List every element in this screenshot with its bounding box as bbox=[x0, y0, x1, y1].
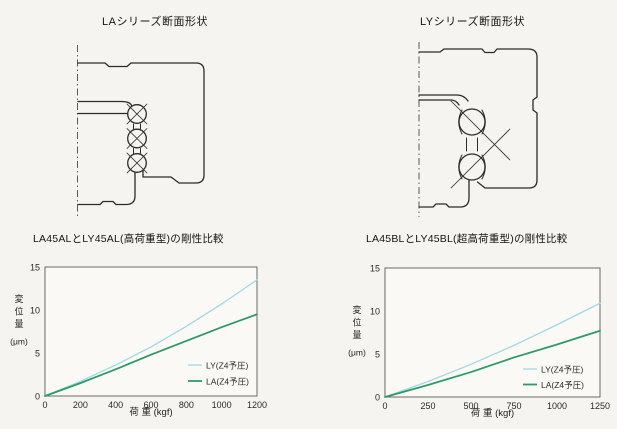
x-axis-title: 荷 重 (kgf) bbox=[471, 407, 514, 419]
ly-roller-retainer-lines bbox=[466, 137, 478, 152]
y-axis-title-char: 量 bbox=[14, 319, 23, 329]
y-tick-label: 15 bbox=[30, 263, 40, 273]
legend-label-1: LA(Z4予圧) bbox=[206, 377, 249, 387]
x-tick-label: 200 bbox=[73, 400, 88, 410]
y-tick-label: 0 bbox=[375, 393, 380, 403]
left-chart-title: LA45ALとLY45AL(高荷重型)の剛性比較 bbox=[33, 233, 224, 245]
right-chart-title: LA45BLとLY45BL(超高荷重型)の剛性比較 bbox=[366, 233, 568, 245]
y-tick-label: 10 bbox=[30, 306, 40, 316]
x-axis-title: 荷 重 (kgf) bbox=[129, 406, 172, 418]
ly-contact-angle-lines bbox=[450, 100, 511, 189]
la-block-outline bbox=[77, 62, 205, 184]
y-tick-label: 15 bbox=[370, 264, 380, 274]
y-axis-unit: (μm) bbox=[348, 348, 366, 358]
la-ball-retainer-lines bbox=[133, 123, 141, 154]
la-ball-contact-marks bbox=[126, 103, 148, 174]
ly-cross-section-drawing bbox=[418, 42, 538, 217]
y-tick-label: 10 bbox=[370, 307, 380, 317]
series-line-0 bbox=[44, 279, 258, 397]
ly-block-outline bbox=[418, 48, 538, 189]
x-tick-label: 0 bbox=[42, 400, 47, 410]
y-tick-label: 5 bbox=[375, 350, 380, 360]
legend-label-0: LY(Z4予圧) bbox=[541, 365, 584, 375]
x-tick-label: 600 bbox=[143, 400, 158, 410]
legend-label-1: LA(Z4予圧) bbox=[541, 380, 584, 390]
series-line-1 bbox=[44, 313, 258, 397]
la-cross-section-drawing bbox=[77, 45, 205, 217]
ly-rail-bottom-edge bbox=[418, 179, 470, 208]
x-tick-label: 750 bbox=[506, 401, 521, 411]
plot-area bbox=[44, 266, 258, 397]
ly-block-inner-top-edge bbox=[418, 94, 469, 102]
y-tick-label: 0 bbox=[35, 392, 40, 402]
ly-rail-top-edge bbox=[418, 99, 460, 106]
x-tick-label: 1200 bbox=[247, 400, 267, 410]
series-line-0 bbox=[384, 302, 601, 398]
x-tick-label: 1000 bbox=[212, 400, 232, 410]
x-tick-label: 0 bbox=[382, 401, 387, 411]
la-diagram-title: LAシリーズ断面形状 bbox=[102, 16, 208, 28]
rigidity-chart-la45al-ly45al: 0 5 10 15 0 200 400 600 800 1000 1200 荷 重 (kgf) 変位量 (… bbox=[10, 263, 267, 419]
legend-label-0: LY(Z4予圧) bbox=[206, 361, 249, 371]
series-line-1 bbox=[384, 329, 601, 398]
x-tick-label: 1000 bbox=[547, 401, 567, 411]
y-axis-unit: (μm) bbox=[10, 337, 28, 347]
y-axis-title-char: 変 bbox=[352, 304, 361, 315]
ly-groove-arcs bbox=[458, 109, 486, 180]
x-tick-label: 250 bbox=[420, 401, 435, 411]
x-tick-label: 400 bbox=[108, 400, 123, 410]
y-axis-title-char: 位 bbox=[14, 306, 23, 317]
la-block-inner-top-edge bbox=[77, 100, 133, 107]
x-tick-label: 800 bbox=[179, 400, 194, 410]
y-axis-title-char: 量 bbox=[352, 330, 361, 340]
x-tick-label: 500 bbox=[463, 401, 478, 411]
y-tick-label: 5 bbox=[35, 349, 40, 359]
la-rail-bottom-edge bbox=[77, 170, 136, 206]
ly-diagram-title: LYシリーズ断面形状 bbox=[419, 16, 526, 28]
y-axis-title-char: 変 bbox=[14, 293, 23, 304]
y-axis-title-char: 位 bbox=[352, 317, 361, 328]
x-tick-label: 1250 bbox=[590, 401, 610, 411]
rigidity-chart-la45bl-ly45bl: 0 5 10 15 0 250 500 750 1000 1250 荷 重 (kgf) 変位量 (μm)… bbox=[348, 264, 610, 420]
plot-area bbox=[384, 267, 601, 398]
